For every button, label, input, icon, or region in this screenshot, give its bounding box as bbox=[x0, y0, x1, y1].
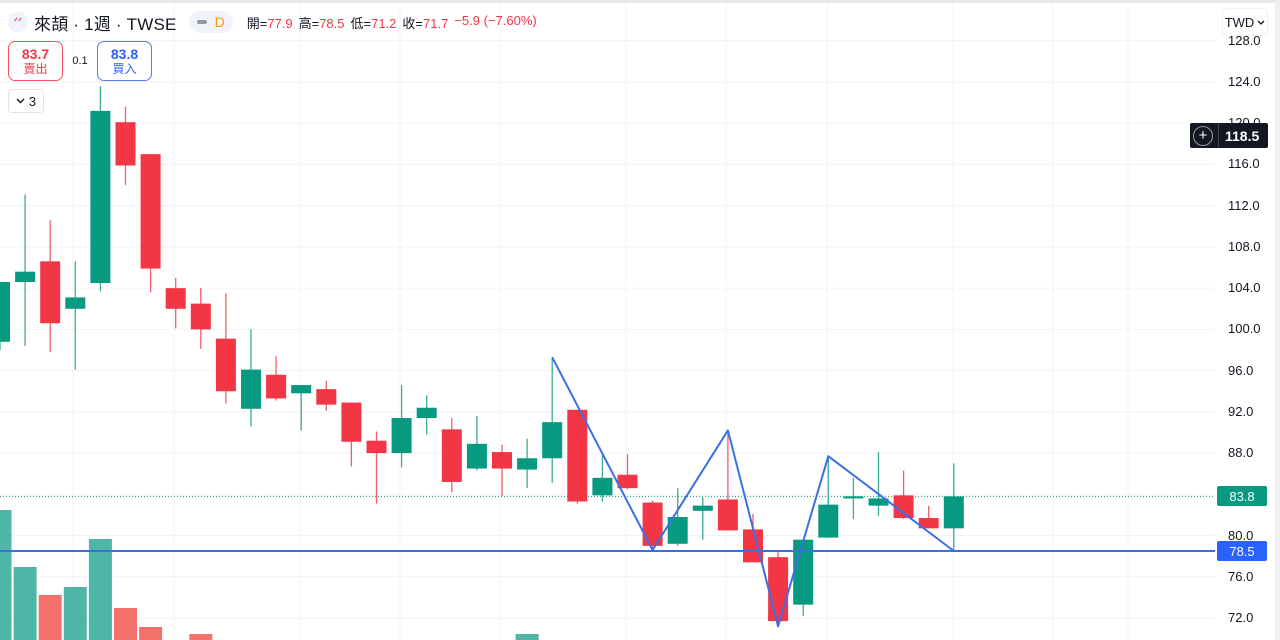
candle-body bbox=[542, 422, 563, 459]
zigzag-drawing bbox=[551, 356, 955, 628]
price-axis-tick: 128.0 bbox=[1228, 32, 1261, 48]
buy-price: 83.8 bbox=[110, 45, 139, 62]
horizontal-line-price-tag[interactable]: 78.5 bbox=[1217, 541, 1267, 561]
right-edge bbox=[1275, 0, 1280, 640]
sell-label: 賣出 bbox=[23, 61, 48, 76]
top-border bbox=[0, 0, 1280, 3]
price-axis-tick: 116.0 bbox=[1228, 156, 1260, 172]
currency-selector[interactable]: TWD bbox=[1222, 8, 1268, 36]
candle-body bbox=[40, 261, 61, 324]
candle-body bbox=[592, 477, 613, 496]
volume-bar bbox=[0, 510, 12, 640]
candle-body bbox=[165, 288, 186, 309]
indicators-count: 3 bbox=[28, 93, 37, 109]
candle-body bbox=[90, 110, 111, 284]
candle-body bbox=[215, 338, 236, 392]
candle-body bbox=[843, 496, 864, 499]
price-change: −5.9 (−7.60%) bbox=[454, 12, 537, 28]
crosshair-price: 118.5 bbox=[1225, 127, 1260, 144]
candle-body bbox=[517, 458, 538, 470]
candle-body bbox=[241, 369, 261, 409]
ohlc-values: 開=77.9 高=78.5 低=71.2 收=71.7 −5.9 (−7.60%… bbox=[247, 13, 537, 32]
price-axis-tick: 92.0 bbox=[1228, 403, 1254, 419]
price-axis-tick: 104.0 bbox=[1228, 280, 1261, 296]
ohlc-open: 開=77.9 bbox=[246, 15, 293, 31]
volume-bar bbox=[515, 634, 539, 640]
volume-bar bbox=[139, 627, 163, 640]
price-axis-tick: 96.0 bbox=[1228, 362, 1254, 378]
candle-body bbox=[743, 529, 763, 563]
candle-body bbox=[391, 418, 412, 454]
candle-body bbox=[667, 516, 688, 544]
spread-value: 0.1 bbox=[72, 55, 88, 67]
candle-body bbox=[15, 271, 36, 282]
volume-bar bbox=[63, 587, 87, 640]
ohlc-close: 收=71.7 bbox=[402, 15, 449, 31]
candle-body bbox=[416, 407, 437, 419]
candle-body bbox=[316, 389, 337, 405]
candle-body bbox=[115, 122, 136, 166]
candle-body bbox=[341, 402, 362, 442]
candle-body bbox=[291, 385, 312, 394]
volume-bar bbox=[189, 634, 213, 640]
last-price-tag: 83.8 bbox=[1217, 486, 1267, 507]
chevron-down-icon bbox=[16, 98, 25, 104]
price-axis-tick: 76.0 bbox=[1228, 568, 1254, 584]
candle-body bbox=[140, 154, 161, 269]
sell-price: 83.7 bbox=[21, 45, 50, 62]
candle-body bbox=[266, 374, 287, 399]
candle-body bbox=[642, 502, 663, 546]
candle-body bbox=[441, 429, 462, 482]
ohlc-high: 高=78.5 bbox=[298, 15, 345, 31]
candle-body bbox=[466, 443, 487, 469]
candle-body bbox=[918, 518, 939, 529]
price-axis-tick: 112.0 bbox=[1228, 197, 1260, 213]
volume-bar bbox=[13, 567, 37, 640]
chevron-down-icon bbox=[1257, 20, 1265, 25]
currency-label: TWD bbox=[1224, 14, 1255, 30]
candle-body bbox=[692, 505, 713, 511]
volume-bar bbox=[88, 539, 112, 640]
price-axis-tick: 108.0 bbox=[1228, 238, 1261, 254]
price-axis-tick: 72.0 bbox=[1228, 610, 1254, 626]
price-axis-tick: 80.0 bbox=[1228, 527, 1254, 543]
interval-badge-label: D bbox=[214, 14, 225, 30]
symbol-title[interactable]: 來頡 · 1週 · TWSE bbox=[34, 14, 177, 34]
candle-body bbox=[0, 281, 10, 342]
candle-body bbox=[492, 452, 512, 469]
candle-body bbox=[893, 495, 914, 519]
crosshair-price-tag[interactable]: + 118.5 bbox=[1190, 123, 1268, 148]
candle-body bbox=[567, 409, 588, 502]
buy-label: 買入 bbox=[112, 61, 137, 76]
candle-body bbox=[617, 474, 638, 489]
candle-body bbox=[943, 496, 964, 529]
buy-button[interactable]: 83.8 買入 bbox=[97, 41, 152, 81]
candle-body bbox=[793, 539, 814, 605]
candle-body bbox=[818, 504, 839, 538]
trade-buttons: 83.7 賣出 0.1 83.8 買入 bbox=[8, 41, 152, 81]
candle-body bbox=[190, 303, 211, 330]
price-axis-tick: 100.0 bbox=[1228, 321, 1261, 337]
price-axis-tick: 88.0 bbox=[1228, 445, 1254, 461]
candle-body bbox=[366, 440, 387, 454]
indicators-collapse-button[interactable]: 3 bbox=[8, 89, 44, 113]
candle-body bbox=[65, 297, 86, 309]
sell-button[interactable]: 83.7 賣出 bbox=[8, 41, 63, 81]
add-alert-plus-icon[interactable]: + bbox=[1193, 125, 1213, 146]
market-status-icon bbox=[196, 20, 207, 24]
symbol-logo-icon: ᐟᐟ bbox=[8, 12, 28, 32]
candle-body bbox=[868, 498, 889, 506]
interval-badge[interactable]: D bbox=[188, 11, 233, 33]
candle-body bbox=[717, 499, 738, 531]
volume-bar bbox=[114, 608, 137, 640]
price-axis-tick: 124.0 bbox=[1228, 74, 1261, 89]
volume-bar bbox=[38, 595, 62, 640]
ohlc-low: 低=71.2 bbox=[350, 15, 397, 31]
candle-body bbox=[768, 557, 789, 622]
symbol-legend: ᐟᐟ 來頡 · 1週 · TWSE D 開=77.9 高=78.5 低=71.2… bbox=[8, 11, 537, 34]
divider bbox=[1218, 123, 1219, 148]
